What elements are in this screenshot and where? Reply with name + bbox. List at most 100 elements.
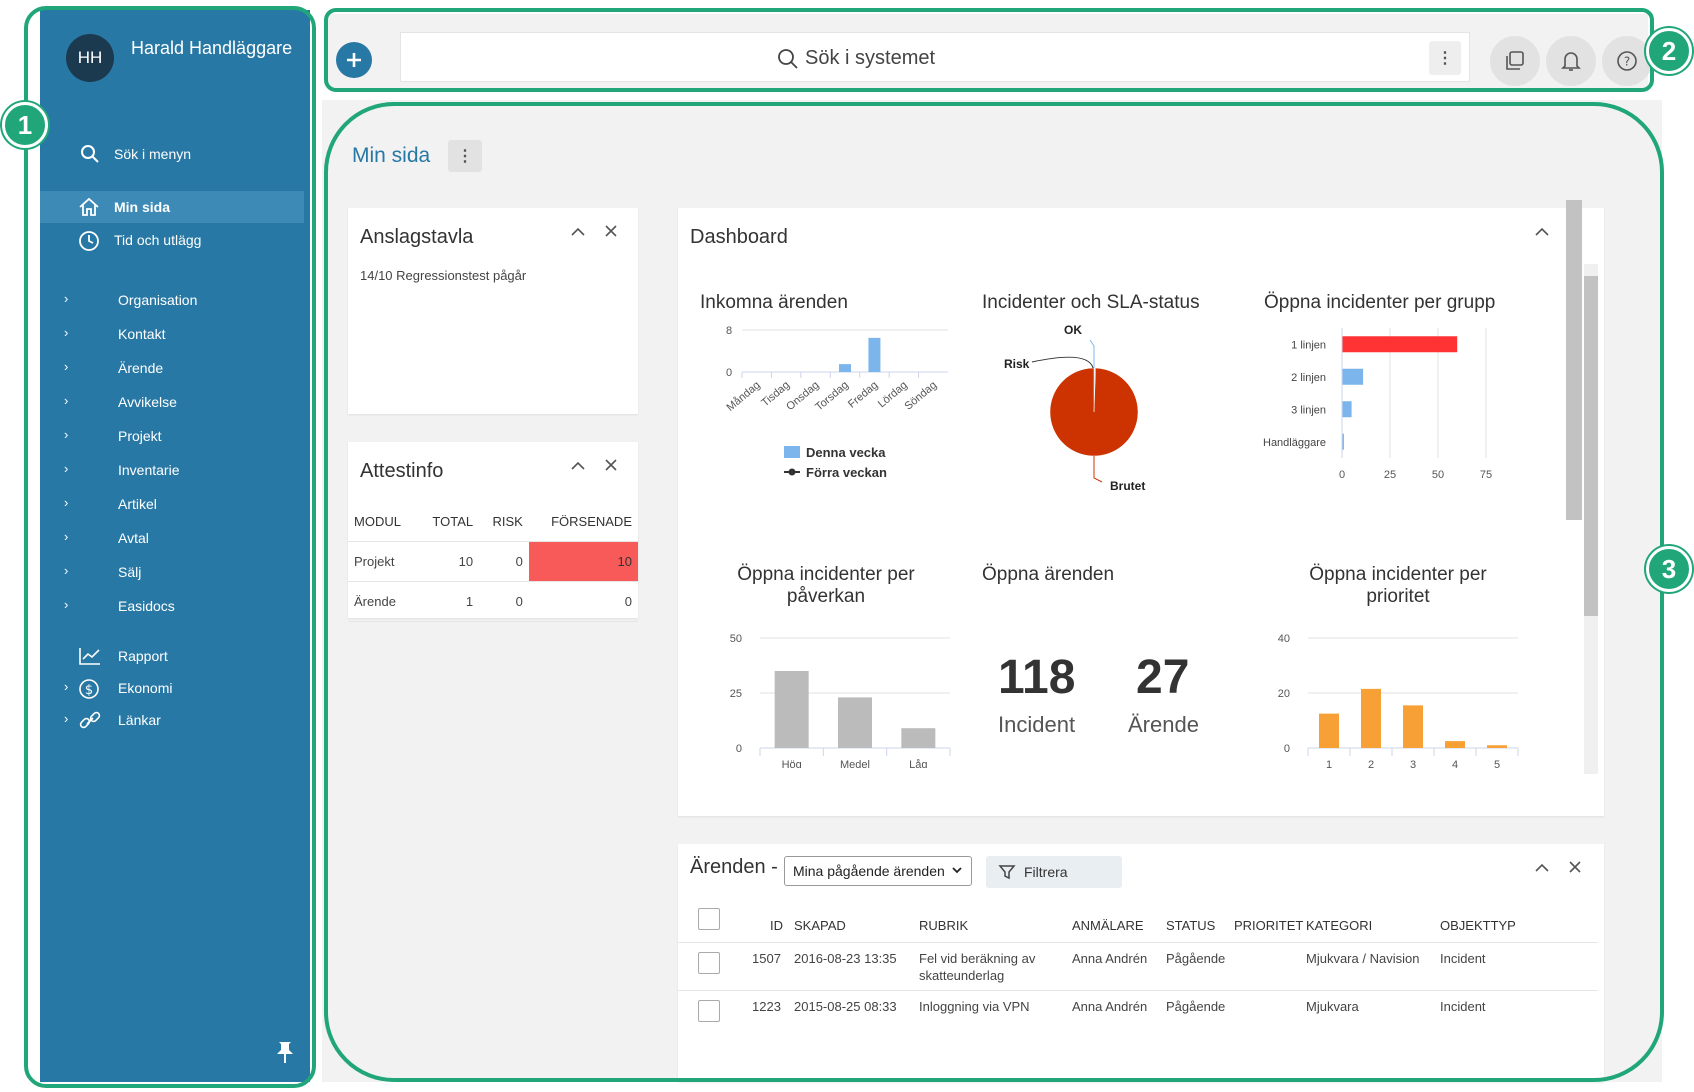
add-button[interactable] bbox=[336, 42, 372, 78]
chevron-right-icon: › bbox=[64, 393, 69, 408]
copy-window-icon bbox=[1506, 51, 1524, 70]
menu-search-label: Sök i menyn bbox=[114, 146, 192, 162]
annotation-badge-1: 1 bbox=[2, 102, 48, 148]
chevron-right-icon: › bbox=[64, 597, 69, 612]
sidebar-item-ekonomi[interactable]: › $ Ekonomi bbox=[40, 672, 304, 704]
close-icon[interactable] bbox=[1568, 860, 1582, 874]
cell-status: Pågående bbox=[1166, 951, 1226, 966]
incidenter-per-grupp-chart: 0 25 50 75 1 linjen 2 linjen 3 linjen Handlägga… bbox=[1263, 328, 1492, 481]
main-scrollbar[interactable] bbox=[1566, 200, 1582, 520]
sidebar-item-easidocs[interactable]: › Easidocs bbox=[40, 590, 304, 622]
legend-label: Denna vecka bbox=[806, 445, 886, 460]
bulletin-text: 14/10 Regressionstest pågår bbox=[360, 268, 527, 283]
cell-id[interactable]: 1507 bbox=[752, 951, 781, 966]
arenden-filter-select[interactable]: Mina pågående ärenden bbox=[784, 856, 972, 886]
collapse-icon[interactable] bbox=[570, 226, 586, 238]
pie-connector bbox=[1031, 356, 1094, 369]
avatar[interactable]: HH bbox=[66, 34, 114, 82]
arende-count[interactable]: 27 bbox=[1136, 651, 1190, 704]
sidebar-item-kontakt[interactable]: › Kontakt bbox=[40, 318, 304, 350]
column-header[interactable]: SKAPAD bbox=[794, 918, 846, 933]
close-icon[interactable] bbox=[604, 458, 618, 472]
close-icon[interactable] bbox=[604, 224, 618, 238]
cell-rubrik[interactable]: Fel vid beräkning av skatteunderlag bbox=[919, 951, 1036, 983]
legend-swatch bbox=[784, 446, 800, 458]
column-header: FÖRSENADE bbox=[528, 502, 638, 542]
filter-label: Filtrera bbox=[1024, 864, 1068, 880]
sidebar-item-inventarie[interactable]: › Inventarie bbox=[40, 454, 304, 486]
menu-search[interactable]: Sök i menyn bbox=[80, 144, 191, 164]
chevron-right-icon: › bbox=[64, 291, 69, 306]
collapse-icon[interactable] bbox=[570, 460, 586, 472]
pin-icon[interactable] bbox=[276, 1040, 294, 1064]
bar bbox=[839, 364, 851, 372]
chart-title: Öppna incidenter per prioritet bbox=[1309, 564, 1487, 607]
help-button[interactable]: ? bbox=[1602, 36, 1652, 86]
row-checkbox[interactable] bbox=[698, 952, 720, 974]
sidebar-item-organisation[interactable]: › Organisation bbox=[40, 284, 304, 316]
chevron-right-icon: › bbox=[64, 461, 69, 476]
y-tick-label: 25 bbox=[730, 688, 742, 700]
x-tick-label: 2 bbox=[1368, 759, 1374, 768]
legend-label: Förra veckan bbox=[806, 465, 887, 480]
sidebar-item-avvikelse[interactable]: › Avvikelse bbox=[40, 386, 304, 418]
column-header[interactable]: OBJEKTTYP bbox=[1440, 918, 1516, 933]
y-tick-label: 3 linjen bbox=[1291, 404, 1326, 416]
sidebar-item-rapport[interactable]: Rapport bbox=[40, 640, 304, 672]
sidebar-item-label: Avvikelse bbox=[118, 394, 177, 410]
bar bbox=[1342, 336, 1458, 353]
notifications-button[interactable] bbox=[1546, 36, 1596, 86]
incident-count[interactable]: 118 bbox=[998, 651, 1076, 704]
collapse-icon[interactable] bbox=[1534, 226, 1550, 238]
table-row[interactable]: Ärende 1 0 0 bbox=[348, 581, 638, 622]
sidebar-item-artikel[interactable]: › Artikel bbox=[40, 488, 304, 520]
filter-button[interactable]: Filtrera bbox=[986, 856, 1122, 888]
sidebar-item-lankar[interactable]: › Länkar bbox=[40, 704, 304, 736]
system-search-input[interactable]: Sök i systemet ⋮ bbox=[400, 32, 1470, 82]
windows-button[interactable] bbox=[1490, 36, 1540, 86]
x-tick-label: Söndag bbox=[902, 379, 939, 413]
page-title[interactable]: Min sida bbox=[352, 144, 431, 167]
sidebar-item-tid-och-utlagg[interactable]: Tid och utlägg bbox=[40, 224, 304, 256]
user-name[interactable]: Harald Handläggare bbox=[131, 38, 293, 58]
sidebar-item-projekt[interactable]: › Projekt bbox=[40, 420, 304, 452]
dashboard-widget: Dashboard Inkomna ärenden 0 8 Måndag Tisdag… bbox=[678, 208, 1604, 816]
cell-id[interactable]: 1223 bbox=[752, 999, 781, 1014]
legend-marker bbox=[788, 468, 796, 476]
sidebar-item-salj[interactable]: › Sälj bbox=[40, 556, 304, 588]
annotation-badge-2: 2 bbox=[1646, 28, 1692, 74]
column-header[interactable]: PRIORITET bbox=[1234, 918, 1304, 933]
sidebar-item-min-sida[interactable]: Min sida bbox=[40, 191, 304, 223]
collapse-icon[interactable] bbox=[1534, 862, 1550, 874]
page-options-button[interactable]: ⋮ bbox=[448, 140, 482, 172]
chevron-right-icon: › bbox=[64, 427, 69, 442]
select-all-checkbox[interactable] bbox=[698, 908, 720, 930]
column-header[interactable]: ID bbox=[770, 918, 783, 933]
sidebar-item-label: Kontakt bbox=[118, 326, 166, 342]
cell-rubrik[interactable]: Inloggning via VPN bbox=[919, 999, 1030, 1014]
column-header[interactable]: RUBRIK bbox=[919, 918, 969, 933]
incidenter-per-paverkan-chart: 0 25 50 Hög Medel Låg bbox=[730, 633, 951, 768]
row-checkbox[interactable] bbox=[698, 1000, 720, 1022]
incident-label: Incident bbox=[998, 712, 1076, 737]
sla-status-pie-chart: OK Risk Brutet bbox=[1004, 323, 1145, 493]
sidebar-item-arende[interactable]: › Ärende bbox=[40, 352, 304, 384]
pie-connector bbox=[1093, 456, 1103, 483]
search-options-button[interactable]: ⋮ bbox=[1429, 41, 1461, 75]
chart-title: Inkomna ärenden bbox=[700, 292, 848, 313]
table-cell: 0 bbox=[479, 541, 529, 582]
dashboard-scrollbar[interactable] bbox=[1584, 264, 1598, 774]
column-header[interactable]: STATUS bbox=[1166, 918, 1216, 933]
table-row[interactable]: Projekt 10 0 10 bbox=[348, 541, 638, 582]
widget-title: Attestinfo bbox=[360, 460, 444, 482]
link-icon bbox=[79, 711, 101, 729]
search-icon bbox=[81, 145, 99, 163]
chart-title: Öppna ärenden bbox=[982, 564, 1115, 585]
bar bbox=[774, 671, 809, 748]
column-header[interactable]: KATEGORI bbox=[1306, 918, 1373, 933]
y-tick-label: 2 linjen bbox=[1291, 372, 1326, 384]
sidebar-item-avtal[interactable]: › Avtal bbox=[40, 522, 304, 554]
home-icon bbox=[79, 197, 99, 216]
scrollbar-thumb[interactable] bbox=[1584, 276, 1598, 616]
column-header[interactable]: ANMÄLARE bbox=[1072, 918, 1144, 933]
